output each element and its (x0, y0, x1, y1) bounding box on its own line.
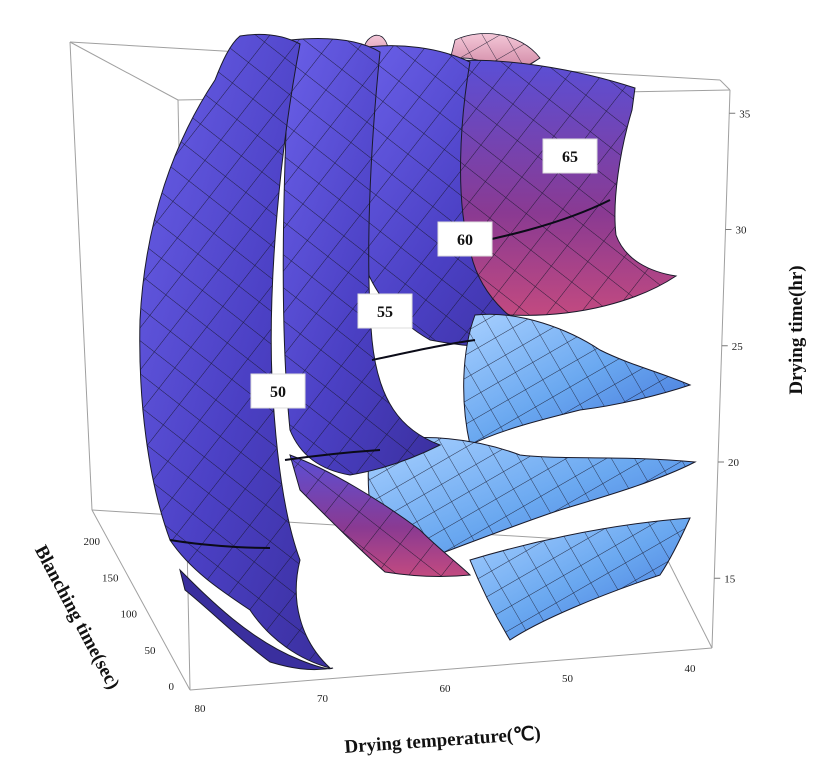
x-tick-label: 40 (685, 663, 697, 675)
surface-65 (439, 59, 678, 316)
x-axis-ticks: 80 70 60 50 40 (195, 663, 697, 715)
y-tick-label: 50 (145, 645, 157, 657)
x-tick-label: 70 (317, 693, 329, 705)
surface-label: 55 (377, 304, 393, 321)
y-axis-ticks: 0 50 100 150 200 (84, 536, 175, 693)
box-edge-top-right (719, 79, 731, 91)
surface-label-boxes: 50 55 60 65 (250, 138, 598, 409)
surface-label-box (437, 221, 493, 257)
surface-label: 60 (457, 232, 473, 249)
box-edge-bottom-right (659, 544, 713, 649)
z-tick-label: 15 (724, 573, 736, 585)
x-tick-label: 80 (195, 703, 207, 715)
surface-label: 50 (270, 384, 286, 401)
surface-label-box (542, 138, 598, 174)
z-tick-label: 30 (736, 225, 748, 237)
surface-label: 65 (562, 149, 578, 166)
box-edge-top-left (69, 41, 179, 101)
x-axis-label: Drying temperature(℃) (344, 723, 542, 758)
surface-light-sheets (367, 313, 697, 641)
surface-55 (282, 38, 472, 577)
z-tick-label: 35 (739, 108, 751, 120)
box-edge-left-back (69, 41, 93, 511)
surface-label-box (250, 373, 306, 409)
z-tick-label: 25 (732, 341, 744, 353)
y-tick-label: 100 (121, 609, 138, 621)
y-tick-label: 150 (102, 572, 119, 584)
y-tick-label: 0 (169, 681, 175, 693)
z-axis-ticks: 15 20 25 30 35 (714, 108, 751, 585)
box-edge-bottom-left (91, 509, 191, 691)
z-tick-label: 20 (728, 457, 740, 469)
surface-60 (359, 45, 561, 349)
x-tick-label: 50 (562, 673, 574, 685)
box-edge-right (711, 89, 731, 649)
surface-50 (139, 33, 334, 671)
y-axis-label: Blanching time(sec) (30, 542, 124, 693)
x-tick-label: 60 (440, 683, 452, 695)
z-axis-label: Drying time(hr) (786, 265, 807, 394)
y-tick-label: 200 (84, 536, 101, 548)
box-edge-bottom-front (189, 647, 713, 691)
surface-label-box (357, 293, 413, 329)
